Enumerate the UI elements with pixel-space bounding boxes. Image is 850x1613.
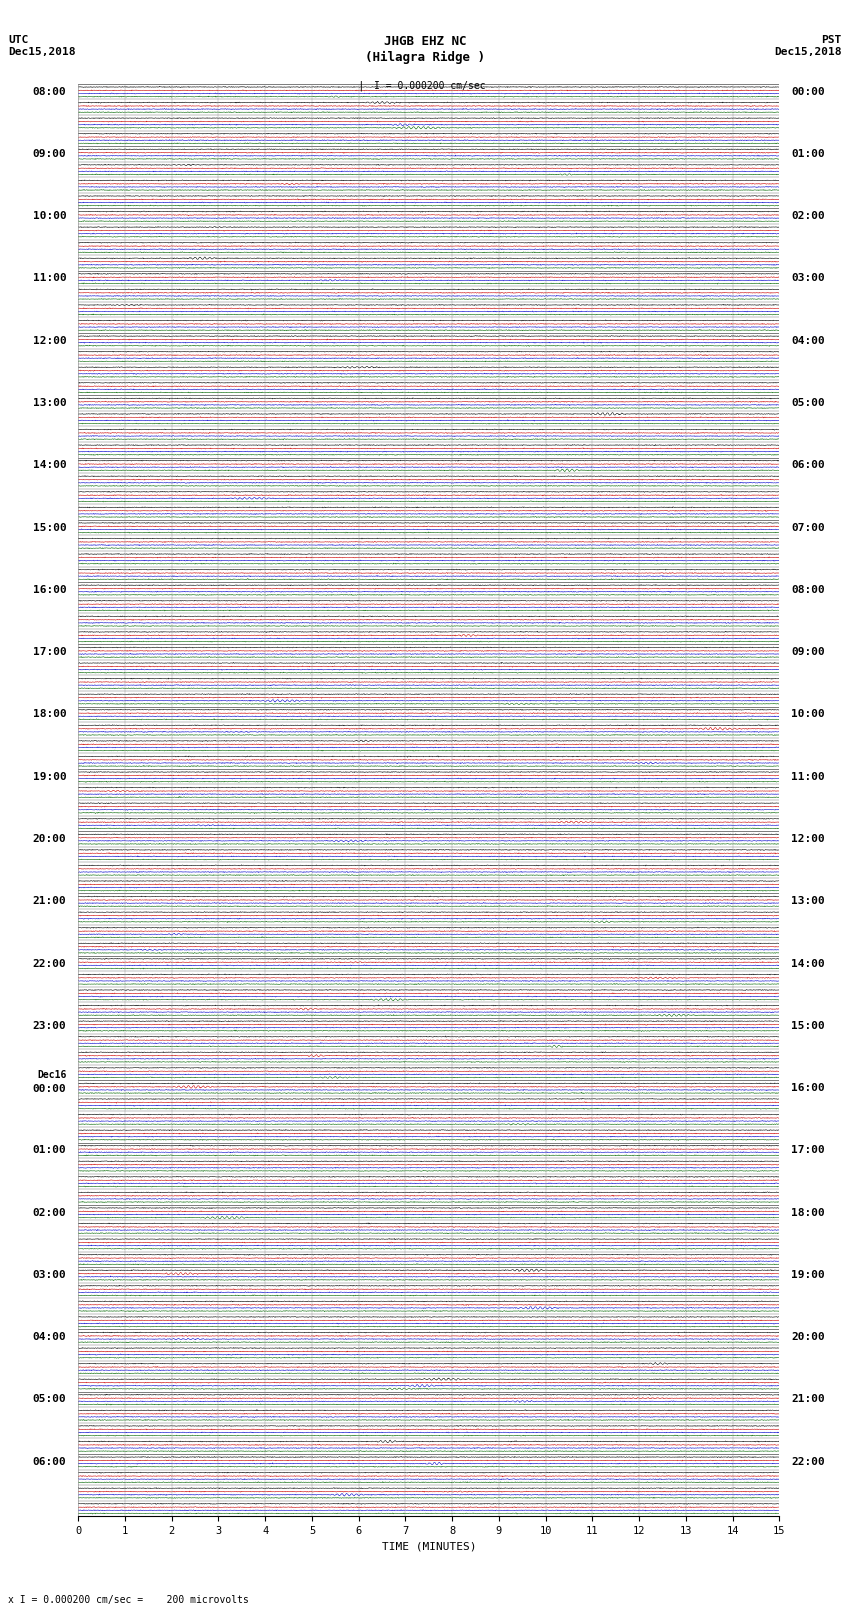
Text: 03:00: 03:00 [33,1269,66,1279]
Text: 19:00: 19:00 [791,1269,824,1279]
Text: 06:00: 06:00 [33,1457,66,1466]
Text: I = 0.000200 cm/sec: I = 0.000200 cm/sec [374,81,485,90]
Text: 16:00: 16:00 [33,586,66,595]
Text: 14:00: 14:00 [791,958,824,968]
Text: 09:00: 09:00 [791,647,824,656]
Text: 22:00: 22:00 [33,958,66,968]
Text: JHGB EHZ NC
(Hilagra Ridge ): JHGB EHZ NC (Hilagra Ridge ) [365,35,485,63]
Text: 07:00: 07:00 [791,523,824,532]
Text: 13:00: 13:00 [33,398,66,408]
Text: 15:00: 15:00 [791,1021,824,1031]
Text: 12:00: 12:00 [33,336,66,345]
Text: 03:00: 03:00 [791,274,824,284]
Text: 19:00: 19:00 [33,771,66,782]
Text: 04:00: 04:00 [33,1332,66,1342]
Text: 21:00: 21:00 [33,897,66,907]
Text: 01:00: 01:00 [791,148,824,160]
Text: 09:00: 09:00 [33,148,66,160]
Text: 21:00: 21:00 [791,1395,824,1405]
Text: 00:00: 00:00 [33,1084,66,1094]
Text: 10:00: 10:00 [791,710,824,719]
Text: 16:00: 16:00 [791,1082,824,1094]
Text: 04:00: 04:00 [791,336,824,345]
Text: 06:00: 06:00 [791,460,824,471]
Text: 00:00: 00:00 [791,87,824,97]
Text: 17:00: 17:00 [791,1145,824,1155]
Text: 11:00: 11:00 [791,771,824,782]
Text: x I = 0.000200 cm/sec =    200 microvolts: x I = 0.000200 cm/sec = 200 microvolts [8,1595,249,1605]
Text: 02:00: 02:00 [33,1208,66,1218]
Text: 18:00: 18:00 [791,1208,824,1218]
Text: 20:00: 20:00 [33,834,66,844]
Text: 08:00: 08:00 [791,586,824,595]
Text: 14:00: 14:00 [33,460,66,471]
X-axis label: TIME (MINUTES): TIME (MINUTES) [382,1542,476,1552]
Text: 15:00: 15:00 [33,523,66,532]
Text: 10:00: 10:00 [33,211,66,221]
Text: 05:00: 05:00 [33,1395,66,1405]
Text: |: | [357,81,364,92]
Text: 20:00: 20:00 [791,1332,824,1342]
Text: 05:00: 05:00 [791,398,824,408]
Text: 13:00: 13:00 [791,897,824,907]
Text: 23:00: 23:00 [33,1021,66,1031]
Text: 22:00: 22:00 [791,1457,824,1466]
Text: 08:00: 08:00 [33,87,66,97]
Text: 11:00: 11:00 [33,274,66,284]
Text: 17:00: 17:00 [33,647,66,656]
Text: Dec16: Dec16 [37,1071,66,1081]
Text: 12:00: 12:00 [791,834,824,844]
Text: 01:00: 01:00 [33,1145,66,1155]
Text: UTC
Dec15,2018: UTC Dec15,2018 [8,35,76,56]
Text: PST
Dec15,2018: PST Dec15,2018 [774,35,842,56]
Text: 02:00: 02:00 [791,211,824,221]
Text: 18:00: 18:00 [33,710,66,719]
